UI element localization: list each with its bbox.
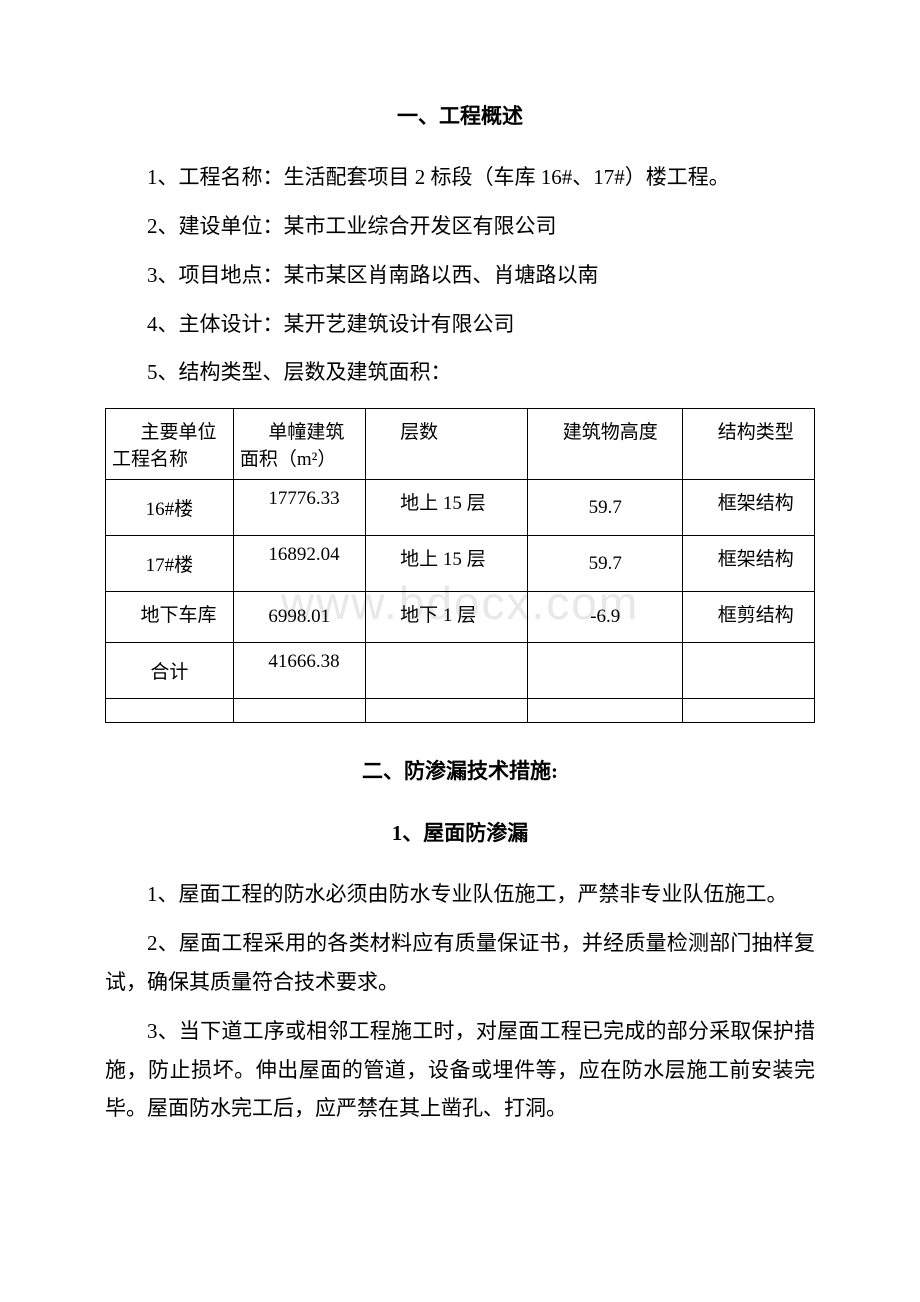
empty-cell (365, 699, 528, 723)
cell-name: 地下车库 (106, 592, 234, 643)
cell-height: 59.7 (528, 536, 683, 592)
building-table: 主要单位工程名称 单幢建筑面积（m²） 层数 建筑物高度 结构类型 16#楼 1… (105, 408, 815, 723)
cell-area: 41666.38 (233, 643, 365, 699)
cell-struct: 框剪结构 (683, 592, 815, 643)
section-1-title: 一、工程概述 (105, 100, 815, 130)
header-area: 单幢建筑面积（m²） (233, 409, 365, 480)
section-2-title: 二、防渗漏技术措施: (105, 755, 815, 785)
cell-area: 6998.01 (233, 592, 365, 643)
header-struct: 结构类型 (683, 409, 815, 480)
cell-struct (683, 643, 815, 699)
cell-floor: 地上 15 层 (365, 536, 528, 592)
cell-height: 59.7 (528, 480, 683, 536)
cell-area: 16892.04 (233, 536, 365, 592)
empty-cell (233, 699, 365, 723)
cell-struct: 框架结构 (683, 536, 815, 592)
header-height: 建筑物高度 (528, 409, 683, 480)
overview-item-4: 4、主体设计：某开艺建筑设计有限公司 (105, 305, 815, 344)
empty-cell (683, 699, 815, 723)
overview-item-5: 5、结构类型、层数及建筑面积： (105, 353, 815, 392)
cell-name: 17#楼 (106, 536, 234, 592)
document-content: 一、工程概述 1、工程名称：生活配套项目 2 标段（车库 16#、17#）楼工程… (105, 100, 815, 1128)
roof-para-3: 3、当下道工序或相邻工程施工时，对屋面工程已完成的部分采取保护措施，防止损坏。伸… (105, 1012, 815, 1129)
table-row: 17#楼 16892.04 地上 15 层 59.7 框架结构 (106, 536, 815, 592)
cell-area: 17776.33 (233, 480, 365, 536)
roof-para-1: 1、屋面工程的防水必须由防水专业队伍施工，严禁非专业队伍施工。 (105, 875, 815, 914)
cell-name: 合计 (106, 643, 234, 699)
empty-cell (106, 699, 234, 723)
table-empty-row (106, 699, 815, 723)
header-name: 主要单位工程名称 (106, 409, 234, 480)
empty-cell (528, 699, 683, 723)
cell-floor: 地下 1 层 (365, 592, 528, 643)
overview-item-2: 2、建设单位：某市工业综合开发区有限公司 (105, 207, 815, 246)
cell-height (528, 643, 683, 699)
cell-struct: 框架结构 (683, 480, 815, 536)
overview-item-1: 1、工程名称：生活配套项目 2 标段（车库 16#、17#）楼工程。 (105, 158, 815, 197)
cell-name: 16#楼 (106, 480, 234, 536)
section-2-sub1-title: 1、屋面防渗漏 (105, 817, 815, 847)
table-header-row: 主要单位工程名称 单幢建筑面积（m²） 层数 建筑物高度 结构类型 (106, 409, 815, 480)
overview-item-3: 3、项目地点：某市某区肖南路以西、肖塘路以南 (105, 256, 815, 295)
roof-para-2: 2、屋面工程采用的各类材料应有质量保证书，并经质量检测部门抽样复试，确保其质量符… (105, 924, 815, 1002)
table-row: 16#楼 17776.33 地上 15 层 59.7 框架结构 (106, 480, 815, 536)
table-row: 合计 41666.38 (106, 643, 815, 699)
cell-height: -6.9 (528, 592, 683, 643)
cell-floor (365, 643, 528, 699)
table-row: 地下车库 6998.01 地下 1 层 -6.9 框剪结构 (106, 592, 815, 643)
header-floor: 层数 (365, 409, 528, 480)
cell-floor: 地上 15 层 (365, 480, 528, 536)
